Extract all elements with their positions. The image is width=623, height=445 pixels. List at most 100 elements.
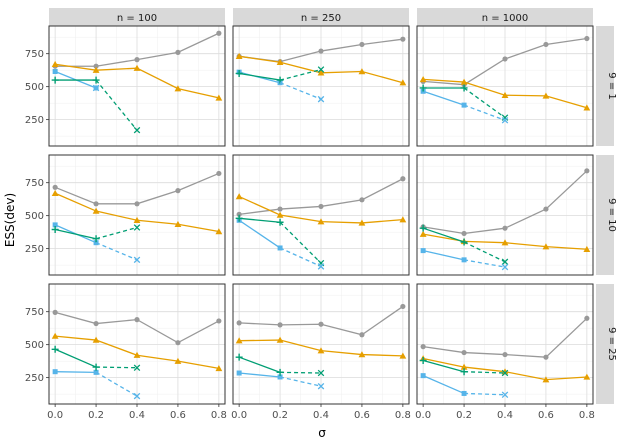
series-green-plus [51, 76, 100, 84]
series-line [279, 221, 322, 264]
data-point [542, 243, 550, 250]
series-blue-x [279, 376, 325, 390]
data-point [501, 263, 509, 271]
data-point [501, 117, 509, 124]
data-point [317, 382, 325, 390]
data-point [277, 206, 283, 212]
data-point [52, 184, 58, 190]
series-green-x [279, 66, 325, 81]
data-point [501, 91, 509, 98]
series-line [238, 71, 281, 84]
data-point [317, 218, 325, 225]
data-point [235, 52, 243, 60]
series-line [279, 68, 322, 81]
y-tick-label: 500 [25, 82, 44, 93]
data-point [133, 351, 141, 358]
data-point [318, 321, 324, 327]
row-strip [596, 155, 614, 275]
data-point [133, 216, 141, 223]
data-point [133, 364, 141, 371]
x-tick-label: 0.2 [272, 410, 288, 421]
row-strip [596, 26, 614, 146]
data-point [318, 203, 324, 210]
data-point [51, 76, 59, 84]
data-point [93, 63, 99, 69]
data-point [460, 78, 468, 85]
data-point [502, 351, 508, 358]
series-blue-x [95, 242, 141, 264]
series-green-plus [419, 84, 468, 92]
data-point [419, 230, 427, 237]
data-point [358, 68, 366, 75]
data-point [583, 245, 591, 253]
facet-panel [232, 25, 410, 147]
data-point [542, 92, 550, 99]
row-strip-label: 9 = 1 [606, 72, 617, 99]
series-line [422, 227, 465, 243]
column-strip [233, 8, 409, 26]
data-point [317, 95, 325, 103]
data-point [133, 392, 141, 400]
column-strip-label: n = 1000 [482, 13, 529, 24]
data-point [92, 207, 100, 214]
data-point [542, 376, 550, 383]
data-point [359, 41, 365, 48]
x-tick-label: 0.0 [231, 410, 247, 421]
series-orange-triangle [235, 52, 407, 86]
data-point [133, 224, 141, 231]
series-line [95, 226, 138, 240]
data-point [419, 76, 427, 83]
data-point [358, 219, 366, 226]
data-point [216, 170, 222, 177]
series-blue-x [279, 82, 325, 103]
series-orange-triangle [51, 189, 223, 235]
series-orange-triangle [235, 193, 407, 226]
series-green-x [463, 241, 509, 266]
x-tick-label: 0.4 [129, 410, 145, 421]
data-point [51, 60, 59, 67]
y-tick-label: 250 [25, 244, 44, 255]
data-point [92, 336, 100, 343]
data-point [235, 353, 243, 361]
series-line [463, 104, 506, 121]
facet-panel [416, 154, 594, 276]
facet-panel [416, 25, 594, 147]
row-strip-label: 9 = 10 [606, 198, 617, 232]
series-grey-circle [52, 30, 222, 69]
panel-frame [416, 25, 594, 147]
data-point [584, 315, 590, 321]
y-tick-label: 750 [25, 49, 44, 60]
data-point [584, 168, 590, 174]
series-green-x [96, 364, 141, 371]
panel-frame [416, 154, 594, 276]
facet-panel [48, 25, 226, 147]
x-tick-label: 0.8 [211, 410, 227, 421]
facet-panel [232, 154, 410, 276]
data-point [461, 349, 467, 356]
data-point [317, 69, 325, 76]
data-point [419, 356, 427, 364]
facet-panel [232, 283, 410, 405]
data-point [276, 211, 284, 218]
series-blue-x [463, 104, 509, 124]
data-point [318, 48, 324, 54]
data-point [543, 41, 549, 48]
data-point [400, 176, 406, 182]
y-axis-title: ESS(dev) [3, 193, 17, 247]
data-point [174, 220, 182, 227]
facet-panel [416, 283, 594, 405]
data-point [52, 222, 58, 228]
data-point [399, 352, 407, 359]
series-line [95, 79, 138, 131]
series-line [54, 348, 97, 368]
series-blue-x [463, 259, 509, 271]
x-tick-label: 0.0 [47, 410, 63, 421]
data-point [235, 214, 243, 222]
series-line [238, 219, 281, 249]
data-point [359, 197, 365, 203]
facet-panel [48, 283, 226, 405]
x-axis-title: σ [318, 426, 326, 440]
data-point [175, 49, 181, 55]
series-grey-circle [52, 309, 222, 346]
data-point [215, 94, 223, 101]
